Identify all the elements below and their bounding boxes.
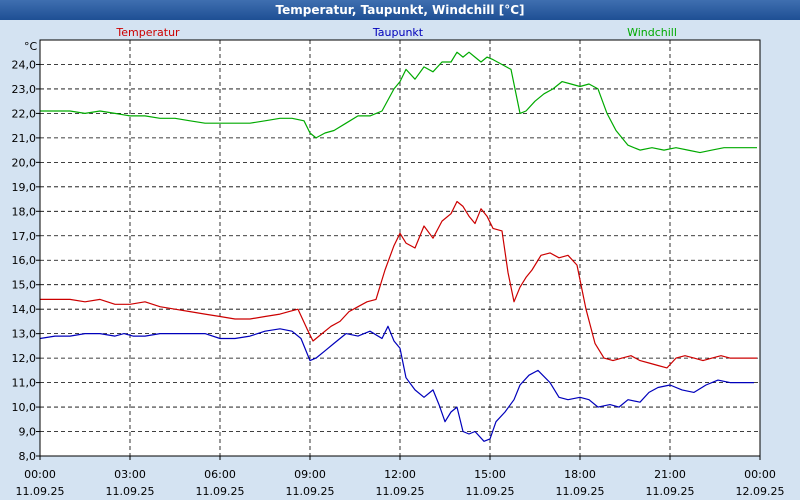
x-tick-date: 11.09.25 bbox=[646, 485, 695, 498]
legend-item-temperatur: Temperatur bbox=[115, 26, 180, 39]
x-tick-time: 06:00 bbox=[204, 468, 236, 481]
series-line-taupunkt bbox=[39, 325, 754, 442]
legend: Temperatur Taupunkt Windchill bbox=[115, 26, 677, 39]
gridlines bbox=[40, 40, 760, 457]
y-tick-label: 11,0 bbox=[12, 377, 37, 390]
x-tick-time: 00:00 bbox=[24, 468, 56, 481]
x-tick-date: 11.09.25 bbox=[106, 485, 155, 498]
y-tick-label: 10,0 bbox=[12, 401, 37, 414]
x-tick-date: 11.09.25 bbox=[376, 485, 425, 498]
y-tick-label: 14,0 bbox=[12, 303, 37, 316]
y-tick-label: 24,0 bbox=[12, 58, 37, 71]
y-tick-label: 21,0 bbox=[12, 132, 37, 145]
x-tick-date: 11.09.25 bbox=[16, 485, 65, 498]
series-line-windchill bbox=[40, 51, 757, 154]
y-tick-label: 15,0 bbox=[12, 279, 37, 292]
x-tick-time: 21:00 bbox=[654, 468, 686, 481]
legend-item-taupunkt: Taupunkt bbox=[372, 26, 424, 39]
x-tick-time: 18:00 bbox=[564, 468, 596, 481]
y-tick-label: 20,0 bbox=[12, 156, 37, 169]
x-tick-time: 00:00 bbox=[744, 468, 776, 481]
x-tick-date: 11.09.25 bbox=[466, 485, 515, 498]
series-lines bbox=[39, 51, 757, 442]
y-tick-label: 13,0 bbox=[12, 328, 37, 341]
x-tick-time: 15:00 bbox=[474, 468, 506, 481]
y-tick-label: 19,0 bbox=[12, 181, 37, 194]
x-tick-time: 03:00 bbox=[114, 468, 146, 481]
y-tick-label: 17,0 bbox=[12, 230, 37, 243]
y-tick-label: 22,0 bbox=[12, 107, 37, 120]
y-tick-label: 23,0 bbox=[12, 83, 37, 96]
x-tick-time: 12:00 bbox=[384, 468, 416, 481]
x-tick-date: 11.09.25 bbox=[556, 485, 605, 498]
y-axis-label: °C bbox=[24, 40, 38, 53]
y-tick-label: 12,0 bbox=[12, 352, 37, 365]
x-tick-time: 09:00 bbox=[294, 468, 326, 481]
x-tick-date: 12.09.25 bbox=[736, 485, 785, 498]
legend-item-windchill: Windchill bbox=[627, 26, 677, 39]
y-tick-label: 16,0 bbox=[12, 254, 37, 267]
y-tick-label: 9,0 bbox=[19, 426, 37, 439]
y-axis: 8,0 9,0 10,0 11,0 12,0 13,0 14,0 15,0 16,0 17,0 18… bbox=[12, 58, 40, 463]
y-tick-label: 8,0 bbox=[19, 450, 37, 463]
x-tick-date: 11.09.25 bbox=[196, 485, 245, 498]
chart: 8,0 9,0 10,0 11,0 12,0 13,0 14,0 15,0 16,0 17,0 18… bbox=[0, 20, 800, 500]
x-axis: 00:00 11.09.25 03:00 11.09.25 06:00 11.09.25 0… bbox=[16, 456, 785, 498]
x-tick-date: 11.09.25 bbox=[286, 485, 335, 498]
y-tick-label: 18,0 bbox=[12, 205, 37, 218]
window-title: Temperatur, Taupunkt, Windchill [°C] bbox=[0, 0, 800, 20]
series-line-temperatur bbox=[40, 200, 757, 369]
